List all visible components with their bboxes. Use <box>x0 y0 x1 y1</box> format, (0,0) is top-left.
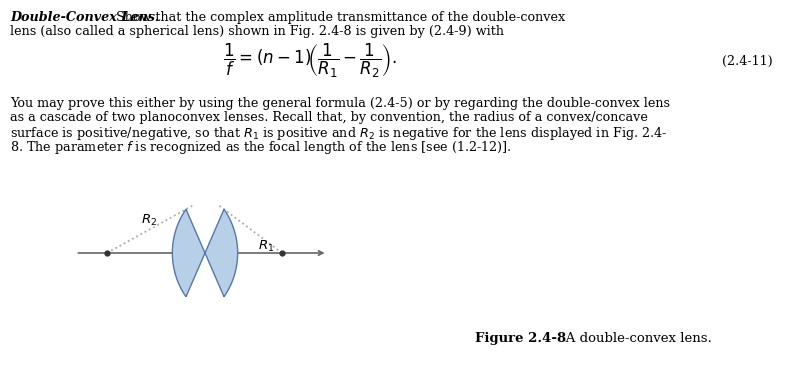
Text: $\dfrac{1}{f} = (n-1)\!\left(\dfrac{1}{R_1} - \dfrac{1}{R_2}\right).$: $\dfrac{1}{f} = (n-1)\!\left(\dfrac{1}{R… <box>223 42 397 80</box>
Text: $R_2$: $R_2$ <box>141 213 157 228</box>
Text: Figure 2.4-8: Figure 2.4-8 <box>475 332 566 345</box>
Text: $R_1$: $R_1$ <box>258 239 275 254</box>
Text: Show that the complex amplitude transmittance of the double-convex: Show that the complex amplitude transmit… <box>108 11 565 24</box>
Text: lens (also called a spherical lens) shown in Fig. 2.4-8 is given by (2.4-9) with: lens (also called a spherical lens) show… <box>10 25 504 38</box>
Text: You may prove this either by using the general formula (2.4-5) or by regarding t: You may prove this either by using the g… <box>10 97 670 110</box>
Text: Double-Convex Lens.: Double-Convex Lens. <box>10 11 159 24</box>
Text: (2.4-11): (2.4-11) <box>722 54 773 68</box>
Text: as a cascade of two planoconvex lenses. Recall that, by convention, the radius o: as a cascade of two planoconvex lenses. … <box>10 111 648 124</box>
Text: surface is positive/negative, so that $R_1$ is positive and $R_2$ is negative fo: surface is positive/negative, so that $R… <box>10 125 667 142</box>
Text: A double-convex lens.: A double-convex lens. <box>553 332 712 345</box>
Polygon shape <box>173 209 238 297</box>
Text: 8. The parameter $f$ is recognized as the focal length of the lens [see (1.2-12): 8. The parameter $f$ is recognized as th… <box>10 139 512 156</box>
